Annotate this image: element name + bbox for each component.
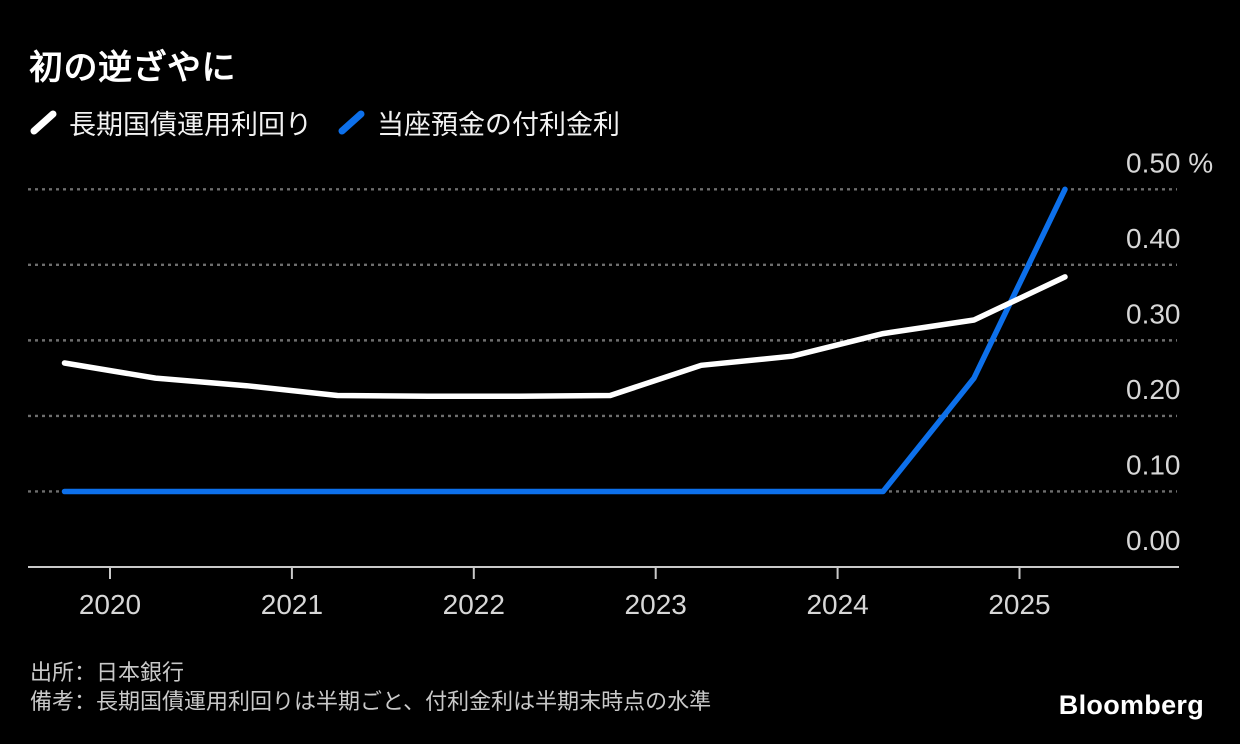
y-tick-label: 0.50 % [1126,147,1213,178]
bloomberg-logo: Bloomberg [1058,690,1204,720]
y-tick-label: 0.10 [1126,449,1181,480]
legend-item-deposit-rate: 当座預金の付利金利 [338,103,620,142]
source-note: 出所：日本銀行 [30,660,185,685]
footnotes: 出所：日本銀行 備考：長期国債運用利回りは半期ごと、付利金利は半期末時点の水準 [30,658,711,716]
x-tick-label: 2020 [79,589,141,620]
legend-item-jgb-yield: 長期国債運用利回り [30,103,312,142]
white-line-swatch-icon [30,110,57,135]
x-tick-label: 2023 [625,589,687,620]
series-line-deposit-rate [61,186,1068,495]
y-tick-label: 0.40 [1126,223,1181,254]
x-tick-label: 2025 [988,589,1050,620]
x-tick-label: 2022 [443,589,505,620]
y-tick-label: 0.30 [1126,298,1181,329]
legend: 長期国債運用利回り 当座預金の付利金利 [30,103,620,142]
y-tick-label: 0.20 [1126,374,1181,405]
blue-line-swatch-icon [338,110,365,135]
x-tick-label: 2021 [261,589,323,620]
y-tick-label: 0.00 [1126,525,1181,556]
legend-label-deposit-rate: 当座預金の付利金利 [377,110,620,140]
remark-note: 備考：長期国債運用利回りは半期ごと、付利金利は半期末時点の水準 [30,689,712,714]
x-tick-label: 2024 [806,589,868,620]
legend-label-jgb-yield: 長期国債運用利回り [69,110,312,140]
series-line-jgb-yield [61,274,1068,400]
chart-title: 初の逆ざやに [29,49,236,87]
